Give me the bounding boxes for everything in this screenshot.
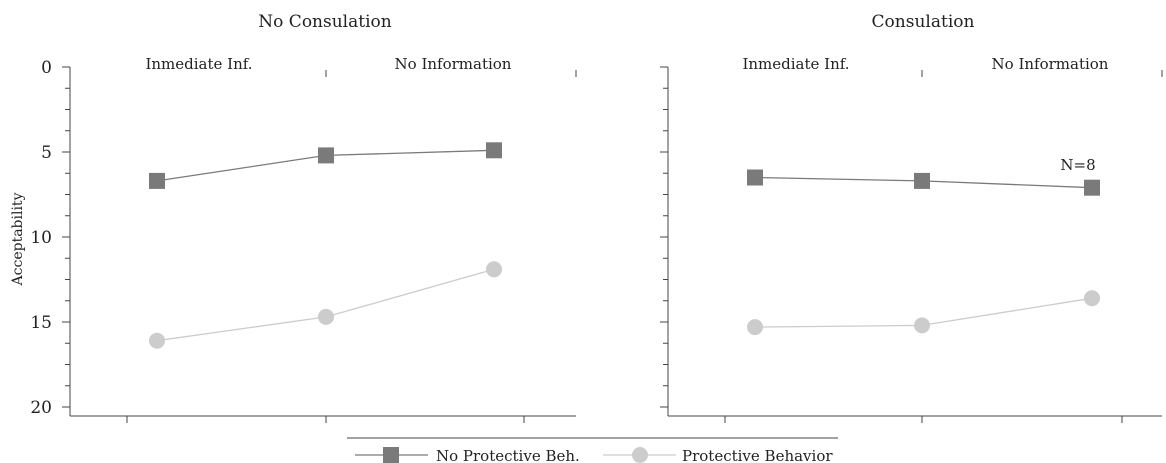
- series-marks: [747, 169, 1100, 336]
- data-point-square: [486, 142, 502, 159]
- data-point-square: [149, 172, 165, 189]
- y-axis-label: Acceptability: [10, 192, 26, 286]
- legend-circle-marker: [632, 447, 648, 463]
- axes: 0 5 10 15 20: [30, 58, 577, 423]
- group-label-inmediate: Inmediate Inf.: [742, 55, 849, 73]
- data-point-square: [318, 147, 334, 164]
- data-point-square: [1084, 179, 1100, 196]
- group-label-no-information: No Information: [395, 55, 512, 73]
- panel-no-consulation: No Consulation Inmediate Inf. No Informa…: [10, 12, 577, 423]
- y-tick-label: 10: [30, 228, 52, 248]
- y-tick-label: 5: [41, 143, 52, 163]
- legend-item-no-protective: No Protective Beh.: [355, 447, 580, 463]
- group-label-no-information: No Information: [992, 55, 1109, 73]
- series-line: [156, 268, 495, 342]
- y-tick-label: 15: [30, 313, 52, 333]
- legend-square-marker: [383, 447, 399, 463]
- data-point-circle: [149, 332, 165, 349]
- sample-size-annotation: N=8: [1060, 156, 1095, 174]
- data-point-circle: [914, 317, 930, 334]
- legend-item-protective: Protective Behavior: [603, 447, 833, 463]
- axes: [660, 66, 1163, 423]
- group-label-inmediate: Inmediate Inf.: [145, 55, 252, 73]
- panel-title: No Consulation: [258, 12, 391, 32]
- y-tick-label: 20: [30, 398, 52, 418]
- y-tick-label: 0: [41, 58, 52, 78]
- data-point-square: [914, 172, 930, 189]
- panel-title: Consulation: [872, 12, 975, 32]
- data-point-circle: [318, 308, 334, 325]
- legend: No Protective Beh. Protective Behavior: [347, 437, 838, 463]
- series-marks: [149, 142, 502, 349]
- data-point-circle: [1084, 290, 1100, 307]
- data-point-circle: [486, 261, 502, 278]
- data-point-square: [747, 169, 763, 186]
- legend-label: Protective Behavior: [682, 447, 833, 463]
- legend-label: No Protective Beh.: [436, 447, 580, 463]
- data-point-circle: [747, 319, 763, 336]
- panel-consulation: Consulation Inmediate Inf. No Informatio…: [660, 12, 1163, 423]
